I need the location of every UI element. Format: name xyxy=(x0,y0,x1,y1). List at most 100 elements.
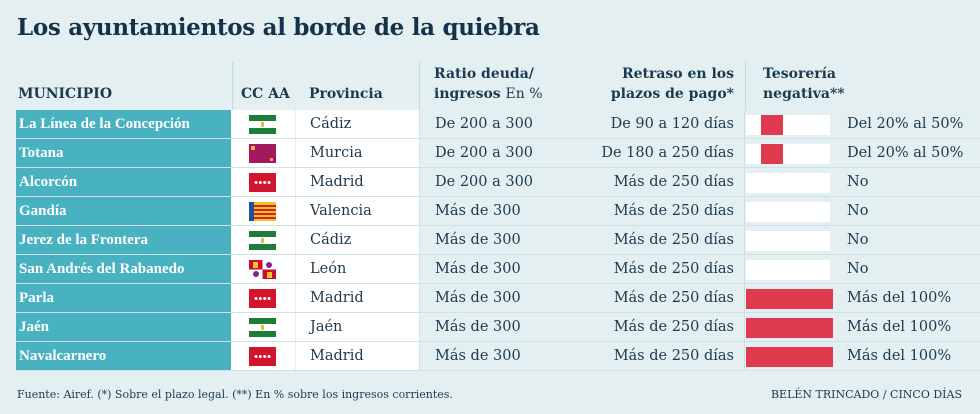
header-provincia: Provincia xyxy=(309,86,383,102)
tesoreria-bar-track xyxy=(746,260,830,280)
provincia-cell: Cádiz xyxy=(295,110,419,138)
ratio-cell: Más de 300 xyxy=(419,284,589,312)
header-ccaa: CC AA xyxy=(241,86,290,102)
provincia-cell: Madrid xyxy=(295,168,419,196)
retraso-cell: Más de 250 días xyxy=(589,313,745,341)
header-retraso: Retraso en los plazos de pago* xyxy=(580,62,734,110)
municipio-cell: Navalcarnero xyxy=(16,342,232,370)
tesoreria-bar-track xyxy=(746,202,830,222)
retraso-cell: Más de 250 días xyxy=(589,255,745,283)
municipio-cell: Totana xyxy=(16,139,232,167)
retraso-cell: Más de 250 días xyxy=(589,197,745,225)
tesoreria-bar xyxy=(746,318,834,338)
murcia-flag-icon xyxy=(249,144,276,163)
provincia-cell: Valencia xyxy=(295,197,419,225)
ccaa-cell xyxy=(232,255,295,283)
table-row: Gandía Valencia Más de 300 Más de 250 dí… xyxy=(16,197,980,226)
ratio-cell: De 200 a 300 xyxy=(419,168,589,196)
header-retraso-line1: Retraso en los xyxy=(621,66,734,82)
divider xyxy=(419,62,420,110)
tesoreria-cell: No xyxy=(847,174,869,190)
tesoreria-cell: Del 20% al 50% xyxy=(847,116,964,132)
header-ratio-line1: Ratio deuda/ xyxy=(434,66,534,82)
ccaa-cell xyxy=(232,284,295,312)
tesoreria-bar-track xyxy=(746,289,834,309)
tesoreria-bar xyxy=(746,289,834,309)
municipio-cell: Parla xyxy=(16,284,232,312)
madrid-flag-icon xyxy=(249,289,276,308)
header-tes-line2: negativa** xyxy=(763,86,845,102)
retraso-cell: De 180 a 250 días xyxy=(589,139,745,167)
table-row: Jerez de la Frontera Cádiz Más de 300 Má… xyxy=(16,226,980,255)
tesoreria-cell: Más del 100% xyxy=(847,319,952,335)
table-row: Navalcarnero Madrid Más de 300 Más de 25… xyxy=(16,342,980,371)
footer-credit: BELÉN TRINCADO / CINCO DÍAS xyxy=(770,388,962,401)
header-retraso-line2: plazos de pago* xyxy=(610,86,734,102)
header-ratio-unit: En % xyxy=(505,86,543,102)
table-row: Jaén Jaén Más de 300 Más de 250 días Más… xyxy=(16,313,980,342)
tesoreria-bar-track xyxy=(746,173,830,193)
footer-source: Fuente: Airef. (*) Sobre el plazo legal.… xyxy=(17,388,453,401)
castilla-leon-flag-icon xyxy=(249,260,276,279)
page-title: Los ayuntamientos al borde de la quiebra xyxy=(17,14,540,41)
header-ratio: Ratio deuda/ ingresos En % xyxy=(434,62,543,110)
municipio-cell: Jerez de la Frontera xyxy=(16,226,232,254)
tesoreria-bar xyxy=(761,115,784,135)
provincia-cell: Madrid xyxy=(295,284,419,312)
ccaa-cell xyxy=(232,110,295,138)
tesoreria-bar-track xyxy=(746,347,834,367)
ccaa-cell xyxy=(232,139,295,167)
ccaa-cell xyxy=(232,226,295,254)
header-ratio-line2: ingresos En % xyxy=(434,84,543,104)
retraso-cell: Más de 250 días xyxy=(589,284,745,312)
tesoreria-cell: Más del 100% xyxy=(847,290,952,306)
ratio-cell: De 200 a 300 xyxy=(419,110,589,138)
tesoreria-bar xyxy=(761,144,784,164)
municipio-cell: Gandía xyxy=(16,197,232,225)
ccaa-cell xyxy=(232,342,295,370)
provincia-cell: León xyxy=(295,255,419,283)
tesoreria-bar-track xyxy=(746,318,834,338)
header-tes-line1: Tesorería xyxy=(763,66,836,82)
table-row: San Andrés del Rabanedo León Más de 300 … xyxy=(16,255,980,284)
retraso-cell: Más de 250 días xyxy=(589,226,745,254)
tesoreria-cell: No xyxy=(847,203,869,219)
provincia-cell: Murcia xyxy=(295,139,419,167)
ccaa-cell xyxy=(232,197,295,225)
ratio-cell: Más de 300 xyxy=(419,226,589,254)
provincia-cell: Cádiz xyxy=(295,226,419,254)
tesoreria-cell: No xyxy=(847,261,869,277)
table-row: Totana Murcia De 200 a 300 De 180 a 250 … xyxy=(16,139,980,168)
table-row: Alcorcón Madrid De 200 a 300 Más de 250 … xyxy=(16,168,980,197)
ratio-cell: Más de 300 xyxy=(419,313,589,341)
tesoreria-bar xyxy=(746,347,834,367)
retraso-cell: Más de 250 días xyxy=(589,168,745,196)
tesoreria-cell: No xyxy=(847,232,869,248)
municipio-cell: San Andrés del Rabanedo xyxy=(16,255,232,283)
retraso-cell: De 90 a 120 días xyxy=(589,110,745,138)
table-row: La Línea de la Concepción Cádiz De 200 a… xyxy=(16,110,980,139)
tesoreria-cell: Más del 100% xyxy=(847,348,952,364)
ratio-cell: Más de 300 xyxy=(419,255,589,283)
provincia-cell: Madrid xyxy=(295,342,419,370)
ratio-cell: Más de 300 xyxy=(419,197,589,225)
tesoreria-cell: Del 20% al 50% xyxy=(847,145,964,161)
andalucia-flag-icon xyxy=(249,115,276,134)
header-municipio: MUNICIPIO xyxy=(18,86,113,102)
header-tesoreria: Tesorería negativa** xyxy=(763,62,845,110)
provincia-cell: Jaén xyxy=(295,313,419,341)
madrid-flag-icon xyxy=(249,173,276,192)
ccaa-cell xyxy=(232,168,295,196)
valencia-flag-icon xyxy=(249,202,276,221)
andalucia-flag-icon xyxy=(249,318,276,337)
ratio-cell: De 200 a 300 xyxy=(419,139,589,167)
ratio-cell: Más de 300 xyxy=(419,342,589,370)
municipio-cell: Alcorcón xyxy=(16,168,232,196)
ccaa-cell xyxy=(232,313,295,341)
tesoreria-bar-track xyxy=(746,115,830,135)
table-row: Parla Madrid Más de 300 Más de 250 días … xyxy=(16,284,980,313)
header-ratio-word: ingresos xyxy=(434,86,501,102)
tesoreria-bar-track xyxy=(746,144,830,164)
andalucia-flag-icon xyxy=(249,231,276,250)
divider xyxy=(745,62,746,110)
